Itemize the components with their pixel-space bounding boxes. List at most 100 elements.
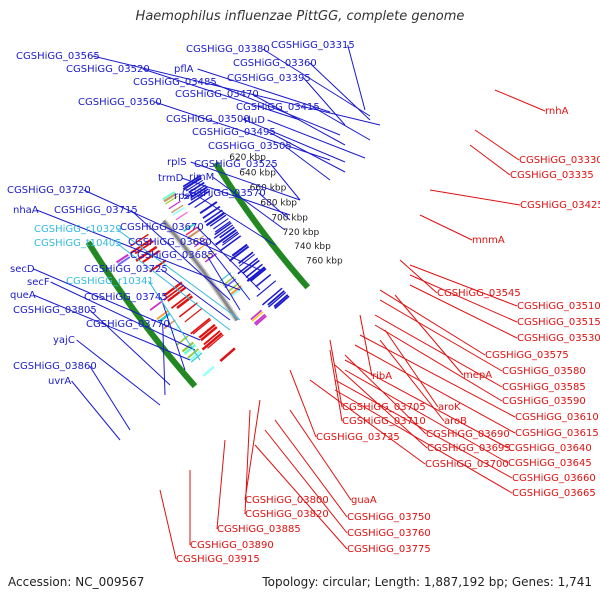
gene-label[interactable]: CGSHiGG_03735 (316, 432, 400, 443)
gene-label[interactable]: CGSHiGG_03575 (485, 350, 569, 361)
gene-label[interactable]: guaA (351, 495, 377, 506)
gene-label[interactable]: CGSHiGG_03415 (236, 102, 320, 113)
scale-tick (184, 374, 191, 381)
gene-label[interactable]: CGSHiGG_03695 (427, 443, 511, 454)
gene-label[interactable]: CGSHiGG_03725 (84, 264, 168, 275)
gene-label[interactable]: nhaA (13, 205, 39, 216)
gene-label[interactable]: rplS (167, 157, 187, 168)
gene-label[interactable]: CGSHiGG_03590 (502, 396, 586, 407)
gene-label[interactable]: CGSHiGG_03615 (515, 428, 599, 439)
gene-label[interactable]: CGSHiGG_03505 (208, 141, 292, 152)
gene-label[interactable]: secF (27, 277, 50, 288)
cog-category-block (204, 252, 217, 263)
gene-label[interactable]: CGSHiGG_03660 (512, 473, 596, 484)
label-leader-line (399, 259, 438, 294)
gene-label[interactable]: CGSHiGG_03525 (194, 159, 278, 170)
gene-label[interactable]: CGSHiGG_03425 (520, 200, 600, 211)
gene-label[interactable]: CGSHiGG_03510 (517, 301, 600, 312)
gene-label[interactable]: CGSHiGG_03680 (128, 237, 212, 248)
gene-label[interactable]: yajC (53, 335, 75, 346)
gene-label[interactable]: CGSHiGG_03690 (426, 429, 510, 440)
gene-label[interactable]: CGSHiGG_03640 (508, 443, 592, 454)
gene-label[interactable]: CGSHiGG_03610 (515, 412, 599, 423)
gene-label[interactable]: CGSHiGG_03335 (510, 170, 594, 181)
gene-label[interactable]: secD (10, 264, 35, 275)
gene-label[interactable]: CGSHiGG_03360 (233, 58, 317, 69)
gene-label[interactable]: CGSHiGG_03670 (120, 222, 204, 233)
cog-category-block (251, 311, 264, 322)
scale-tick (227, 183, 234, 190)
gene-label[interactable]: CGSHiGG_03760 (347, 528, 431, 539)
gene-label[interactable]: CGSHiGG_t10405 (34, 238, 122, 249)
gene-label[interactable]: CGSHiGG_03530 (517, 333, 600, 344)
gene-label[interactable]: CGSHiGG_03645 (508, 458, 592, 469)
label-leader-line (409, 264, 518, 307)
scale-tick (289, 266, 296, 273)
gene-label[interactable]: CGSHiGG_03750 (347, 512, 431, 523)
gene-label[interactable]: CGSHiGG_03700 (425, 459, 509, 470)
scale-tick (264, 236, 272, 243)
label-leader-line (160, 296, 186, 371)
gene-label[interactable]: CGSHiGG_03890 (190, 540, 274, 551)
forward-gene-arrow (219, 226, 235, 239)
gene-label[interactable]: CGSHiGG_03330 (519, 155, 600, 166)
gene-label[interactable]: CGSHiGG_03560 (78, 97, 162, 108)
gene-label[interactable]: CGSHiGG_03885 (217, 524, 301, 535)
gene-label[interactable]: CGSHiGG_03580 (502, 366, 586, 377)
gene-label[interactable]: rnhA (545, 106, 569, 117)
gene-label[interactable]: rluD (244, 115, 265, 126)
gene-label[interactable]: CGSHiGG_03805 (13, 305, 97, 316)
gene-label[interactable]: CGSHiGG_03515 (517, 317, 600, 328)
gene-label[interactable]: CGSHiGG_03770 (86, 319, 170, 330)
cog-category-block (224, 278, 237, 289)
gene-label[interactable]: CGSHiGG_r10341 (66, 276, 154, 287)
gene-label[interactable]: uvrA (48, 376, 71, 387)
gene-label[interactable]: CGSHiGG_03380 (186, 44, 270, 55)
gene-label[interactable]: trmD (158, 173, 184, 184)
forward-gene-arrow (238, 253, 255, 267)
gene-label[interactable]: CGSHiGG_03495 (192, 127, 276, 138)
gene-label[interactable]: CGSHiGG_03395 (227, 73, 311, 84)
cog-category-block (168, 200, 181, 210)
gene-label[interactable]: mepA (463, 370, 492, 381)
gene-label[interactable]: rimM (189, 172, 214, 183)
gene-label[interactable]: CGSHiGG_03720 (7, 185, 91, 196)
gene-label[interactable]: CGSHiGG_03800 (245, 495, 329, 506)
gene-label[interactable]: CGSHiGG_03820 (245, 509, 329, 520)
gene-label[interactable]: ribA (372, 371, 392, 382)
gene-label[interactable]: CGSHiGG_03485 (133, 77, 217, 88)
gene-label[interactable]: CGSHiGG_03520 (66, 64, 150, 75)
label-leader-line (258, 192, 291, 221)
gene-label[interactable]: CGSHiGG_03715 (54, 205, 138, 216)
gene-label[interactable]: CGSHiGG_03685 (130, 250, 214, 261)
gene-label[interactable]: mnmA (472, 235, 505, 246)
label-leader-line (159, 489, 177, 560)
gene-label[interactable]: CGSHiGG_03500 (166, 114, 250, 125)
gene-label[interactable]: CGSHiGG_03470 (175, 89, 259, 100)
gene-label[interactable]: CGSHiGG_03665 (512, 488, 596, 499)
gene-label[interactable]: CGSHiGG_03570 (182, 188, 266, 199)
cog-category-block (162, 191, 176, 201)
gene-label[interactable]: aroK (438, 402, 461, 413)
gene-label[interactable]: rpsP (174, 191, 196, 202)
gene-label[interactable]: CGSHiGG_03545 (437, 288, 521, 299)
gene-label[interactable]: CGSHiGG_03775 (347, 544, 431, 555)
scale-tick (182, 372, 189, 379)
gene-label[interactable]: CGSHiGG_03745 (84, 292, 168, 303)
gene-label[interactable]: CGSHiGG_r10329 (34, 224, 122, 235)
scale-tick (272, 246, 280, 253)
gene-label[interactable]: CGSHiGG_03915 (176, 554, 260, 565)
cog-category-block (158, 312, 171, 323)
gene-label[interactable]: pflA (174, 64, 194, 75)
gene-label[interactable]: CGSHiGG_03860 (13, 361, 97, 372)
gene-label[interactable]: CGSHiGG_03585 (502, 382, 586, 393)
gene-label[interactable]: aroB (444, 416, 467, 427)
label-leader-line (354, 344, 516, 434)
gene-label[interactable]: CGSHiGG_03315 (271, 40, 355, 51)
gene-label[interactable]: CGSHiGG_03710 (342, 416, 426, 427)
gene-label[interactable]: queA (10, 290, 36, 301)
gene-label[interactable]: CGSHiGG_03565 (16, 51, 100, 62)
scale-tick (167, 355, 175, 362)
gene-label[interactable]: CGSHiGG_03705 (342, 402, 426, 413)
